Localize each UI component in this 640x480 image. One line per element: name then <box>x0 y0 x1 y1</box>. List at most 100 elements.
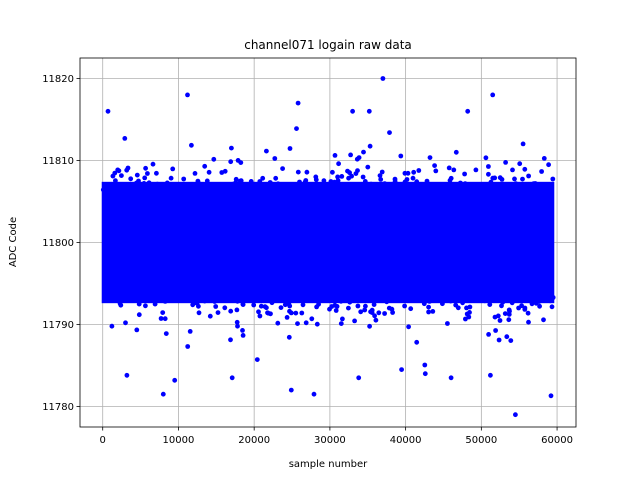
data-point <box>142 175 148 181</box>
data-point <box>210 292 216 298</box>
data-point <box>362 296 368 302</box>
data-point <box>478 296 484 302</box>
data-point <box>332 179 337 185</box>
data-point <box>492 175 498 181</box>
data-point <box>362 179 368 184</box>
x-tick-label: 30000 <box>314 435 346 446</box>
data-point <box>486 184 491 189</box>
data-point <box>421 301 427 307</box>
data-point <box>309 316 315 322</box>
data-point <box>360 174 366 180</box>
data-point <box>363 303 368 309</box>
outlier-point <box>490 92 496 98</box>
data-point <box>228 308 234 314</box>
data-point <box>453 149 459 155</box>
data-point <box>390 293 396 299</box>
data-point <box>402 179 408 185</box>
data-point <box>203 187 209 193</box>
data-point <box>347 294 353 300</box>
data-point <box>190 295 196 301</box>
data-point <box>213 304 219 309</box>
data-point <box>416 168 422 173</box>
data-point <box>405 170 411 176</box>
data-point <box>332 302 338 308</box>
data-point <box>355 303 361 309</box>
outlier-point <box>172 377 178 383</box>
data-point <box>146 180 152 186</box>
data-point <box>410 175 416 181</box>
data-point <box>136 312 142 318</box>
data-point <box>264 305 269 311</box>
data-point <box>260 175 266 181</box>
data-point <box>546 162 551 168</box>
data-point <box>204 178 210 184</box>
data-point <box>237 178 243 184</box>
data-point <box>512 176 517 182</box>
data-point <box>338 321 344 326</box>
data-point <box>338 298 344 304</box>
data-point <box>240 302 246 307</box>
data-point <box>111 185 116 191</box>
data-point <box>506 317 512 323</box>
data-point <box>272 156 278 161</box>
data-point <box>175 293 181 298</box>
data-point <box>116 168 122 174</box>
data-point <box>539 169 544 174</box>
data-point <box>195 294 200 300</box>
data-point <box>361 149 366 155</box>
x-axis: 0 10000 20000 30000 40000 50000 60000 <box>100 427 573 446</box>
data-point <box>449 185 455 190</box>
outlier-point <box>288 387 294 393</box>
data-point <box>500 299 506 305</box>
data-point <box>240 328 245 333</box>
data-point <box>419 292 425 298</box>
data-point <box>497 318 503 323</box>
data-point <box>154 170 159 176</box>
outlier-point <box>448 375 454 381</box>
data-point <box>314 321 320 327</box>
data-point <box>532 181 538 186</box>
data-point <box>287 308 292 314</box>
data-point <box>152 301 158 307</box>
data-point <box>525 310 531 316</box>
data-point <box>354 156 360 162</box>
x-tick-label: 20000 <box>238 435 270 446</box>
data-point <box>202 298 208 304</box>
data-point <box>512 295 518 300</box>
data-point <box>343 187 349 193</box>
data-point <box>186 185 192 191</box>
data-point <box>211 156 217 162</box>
data-point <box>486 171 491 177</box>
data-point <box>125 296 130 302</box>
data-point <box>185 344 191 349</box>
data-point <box>346 305 351 311</box>
data-point <box>511 182 517 188</box>
data-point <box>399 367 404 372</box>
data-point <box>222 305 228 311</box>
data-point <box>321 178 327 184</box>
data-point <box>378 177 384 182</box>
data-point <box>304 169 310 175</box>
x-tick-label: 10000 <box>163 435 195 446</box>
data-point <box>336 161 341 167</box>
data-point <box>549 304 555 310</box>
data-point <box>195 178 201 184</box>
data-point <box>406 324 411 330</box>
data-point <box>520 141 526 147</box>
data-point <box>109 323 115 329</box>
data-point <box>408 306 414 312</box>
data-point <box>431 296 437 302</box>
data-point <box>330 169 335 175</box>
data-point <box>390 310 395 315</box>
data-point <box>110 173 116 179</box>
data-point <box>267 180 273 185</box>
data-point <box>328 179 334 184</box>
data-point <box>280 166 285 172</box>
data-point <box>402 303 407 309</box>
data-point <box>155 181 160 187</box>
data-point <box>517 185 522 191</box>
data-point <box>234 307 240 313</box>
data-point <box>376 310 382 316</box>
data-point <box>424 292 430 298</box>
